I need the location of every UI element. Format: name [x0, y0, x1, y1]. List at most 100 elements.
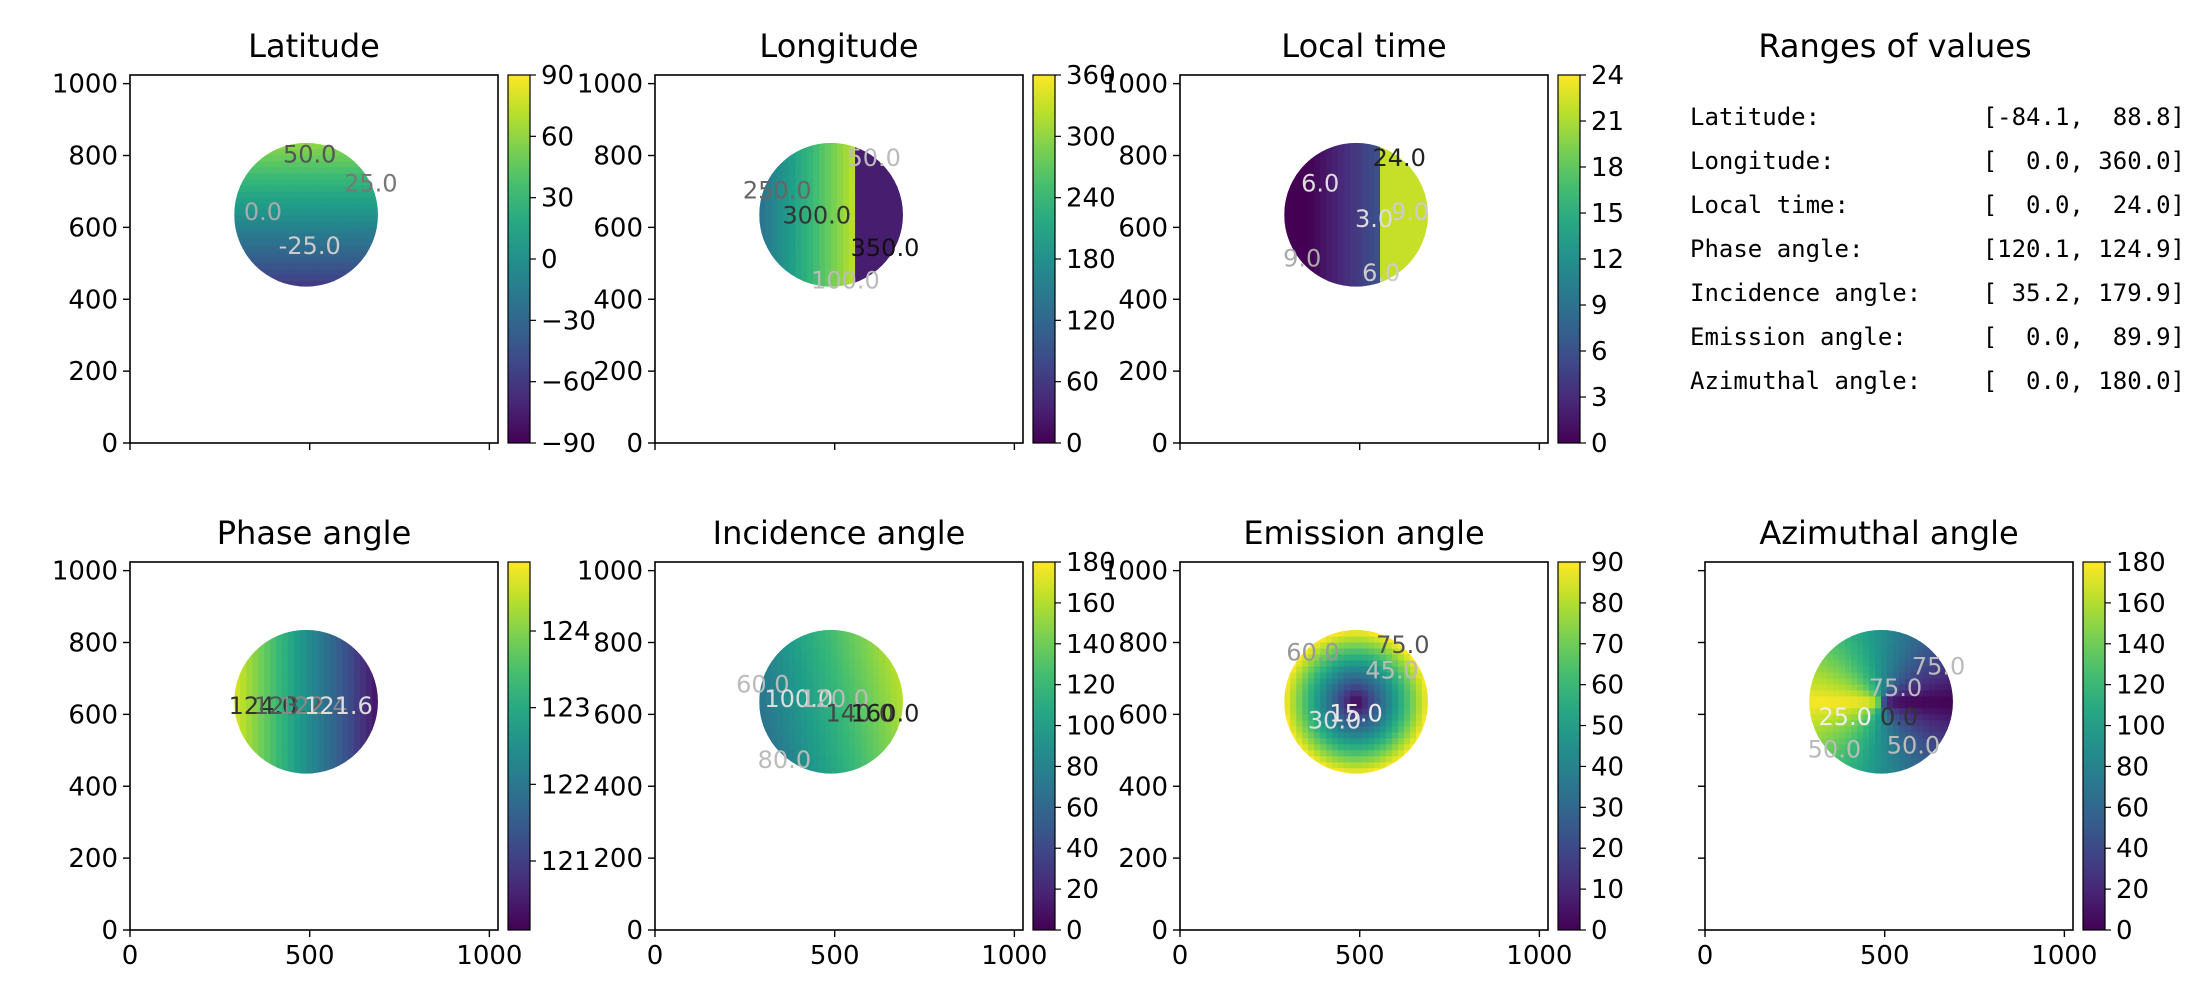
heat-cell: [1869, 635, 1876, 643]
heat-cell: [342, 767, 349, 774]
heat-cell: [294, 238, 301, 246]
heat-cell: [849, 226, 856, 234]
heat-cell: [246, 232, 253, 240]
heat-cell: [771, 214, 778, 222]
heat-cell: [246, 755, 253, 763]
heat-cell: [819, 671, 826, 679]
heat-cell: [294, 665, 301, 673]
heat-cell: [1917, 755, 1924, 763]
heat-cell: [360, 190, 367, 198]
heat-cell: [825, 148, 832, 156]
heat-cell: [1392, 695, 1399, 703]
heat-cell: [789, 683, 796, 691]
heat-cell: [1350, 190, 1357, 198]
heat-cell: [759, 262, 766, 270]
heat-cell: [1356, 761, 1363, 769]
heat-cell: [365, 208, 373, 216]
heat-cell: [819, 665, 826, 673]
heat-cell: [324, 148, 331, 156]
heat-cell: [246, 725, 253, 733]
heat-cell: [1296, 220, 1303, 228]
heat-cell: [312, 178, 319, 186]
heat-cell: [1356, 743, 1363, 751]
heat-cell: [855, 743, 862, 751]
heat-cell: [360, 665, 367, 673]
heat-cell: [1302, 719, 1309, 727]
heat-cell: [861, 268, 868, 276]
heat-cell: [1881, 701, 1888, 709]
heat-cell: [365, 220, 373, 228]
heat-cell: [1875, 641, 1882, 649]
heat-cell: [1314, 214, 1321, 222]
heat-cell: [1380, 665, 1387, 673]
heat-cell: [1857, 653, 1864, 661]
heat-cell: [1314, 737, 1321, 745]
heat-cell: [1404, 268, 1411, 276]
heat-cell: [282, 280, 289, 287]
heat-cell: [831, 214, 838, 222]
heat-cell: [807, 695, 814, 703]
heat-cell: [1302, 238, 1309, 246]
heat-cell: [831, 761, 838, 769]
heat-cell: [300, 653, 307, 661]
heat-cell: [1923, 641, 1930, 649]
ranges-panel: Ranges of values Latitude: [-84.1, 88.8]L…: [1690, 27, 2185, 395]
heat-cell: [1296, 743, 1303, 751]
heat-cell: [1929, 737, 1936, 745]
heat-cell: [234, 749, 241, 757]
contour-label: 123.2: [254, 692, 323, 720]
heat-cell: [336, 232, 343, 240]
heat-cell: [1320, 725, 1327, 733]
heat-cell: [1374, 256, 1381, 264]
heat-cell: [861, 701, 868, 709]
heat-cell: [867, 671, 874, 679]
heat-cell: [252, 208, 259, 216]
heat-cell: [873, 719, 880, 727]
heat-cell: [1851, 683, 1858, 691]
heat-cell: [1362, 653, 1369, 661]
heat-cell: [1326, 641, 1333, 649]
heat-cell: [288, 274, 295, 282]
heat-cell: [1929, 701, 1936, 709]
heat-cell: [795, 232, 802, 240]
heat-cell: [843, 160, 850, 168]
heat-cell: [1380, 268, 1387, 276]
heat-cell: [300, 268, 307, 276]
heat-cell: [246, 262, 253, 270]
heat-cell: [783, 148, 790, 156]
heat-cell: [294, 190, 301, 198]
heat-cell: [1374, 671, 1381, 679]
heat-cell: [837, 755, 844, 763]
heat-cell: [855, 731, 862, 739]
heat-cell: [1350, 160, 1357, 168]
heat-cell: [1929, 665, 1936, 673]
heat-cell: [1421, 665, 1428, 673]
heat-cell: [1386, 178, 1393, 186]
heat-cell: [1368, 142, 1375, 150]
heat-cell: [1398, 226, 1405, 234]
heat-cell: [246, 220, 253, 228]
heat-cell: [1929, 761, 1936, 769]
heat-cell: [324, 719, 331, 727]
heat-cell: [1350, 262, 1357, 270]
heat-cell: [1380, 184, 1387, 192]
heat-cell: [270, 256, 277, 264]
heat-cell: [807, 737, 814, 745]
heat-cell: [371, 262, 378, 270]
heat-cell: [1863, 647, 1870, 655]
heat-cell: [276, 160, 283, 168]
heat-cell: [312, 166, 319, 174]
heat-cell: [1314, 725, 1321, 733]
heat-cell: [246, 731, 253, 739]
heat-cell: [795, 725, 802, 733]
heat-cell: [264, 647, 271, 655]
heat-cell: [365, 202, 373, 210]
heat-cell: [843, 767, 850, 774]
heat-cell: [1314, 629, 1321, 637]
heat-cell: [336, 250, 343, 258]
heat-cell: [849, 196, 856, 204]
heat-cell: [843, 707, 850, 715]
heat-cell: [1815, 653, 1822, 661]
heat-cell: [1380, 731, 1387, 739]
heat-cell: [330, 761, 337, 769]
